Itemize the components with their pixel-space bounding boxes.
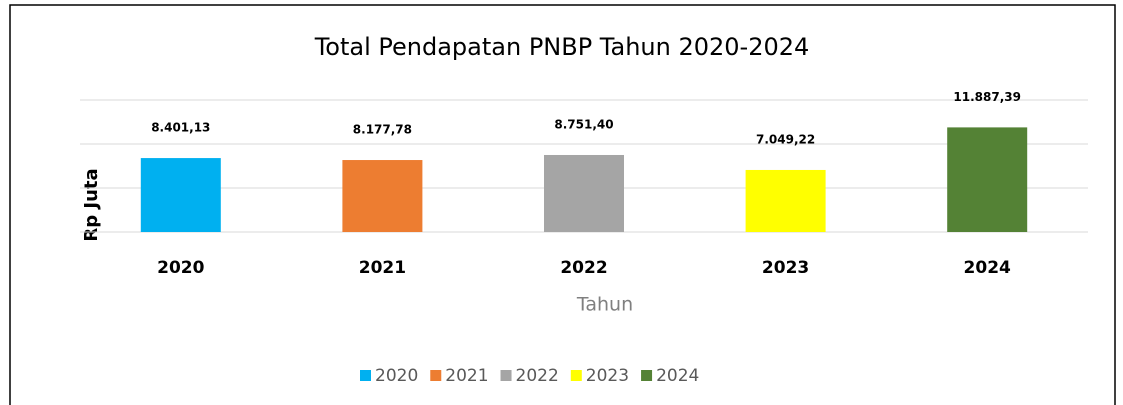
legend-swatch [570, 370, 582, 381]
legend-label: 2023 [586, 366, 629, 386]
legend-swatch [430, 370, 442, 381]
legend-swatch [360, 370, 371, 381]
x-tick-label: 2023 [762, 258, 809, 278]
chart-title: Total Pendapatan PNBP Tahun 2020-2024 [314, 33, 810, 61]
legend-label: 2020 [375, 366, 418, 386]
value-label: 11.887,39 [953, 90, 1021, 104]
legend-label: 2024 [656, 366, 699, 386]
bar [140, 158, 221, 232]
legend-swatch [500, 370, 512, 381]
value-label: 7.049,22 [756, 132, 815, 146]
legend-label: 2021 [445, 366, 488, 386]
bar [947, 127, 1028, 232]
x-tick-label: 2020 [157, 258, 204, 278]
x-axis-label: Tahun [576, 294, 633, 316]
x-tick-label: 2022 [560, 258, 607, 278]
bar [745, 169, 826, 232]
legend-label: 2022 [516, 366, 559, 386]
x-tick-label: 2024 [964, 258, 1011, 278]
bar [544, 154, 624, 232]
x-tick-label: 2021 [359, 258, 406, 278]
value-label: 8.401,13 [151, 121, 210, 135]
legend-swatch [641, 370, 653, 381]
bar [342, 160, 423, 232]
value-label: 8.177,78 [353, 123, 412, 137]
value-label: 8.751,40 [554, 117, 613, 131]
y-axis-label: Rp Juta [81, 168, 102, 241]
